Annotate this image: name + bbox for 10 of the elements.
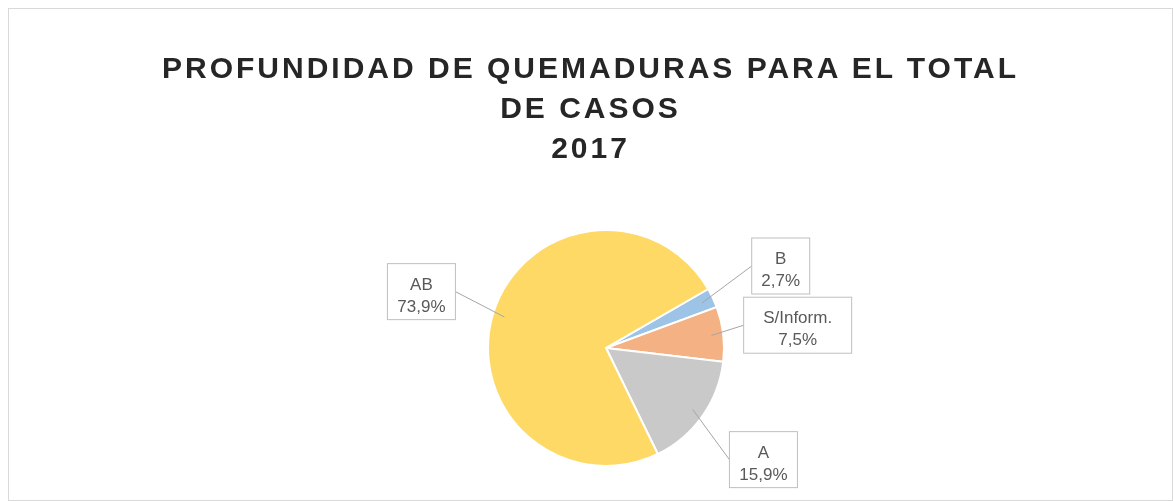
slice-label: B: [775, 249, 787, 269]
slice-label: AB: [410, 274, 433, 294]
data-label: 7,5%: [778, 330, 818, 350]
data-label: 2,7%: [761, 271, 801, 291]
data-label: 15,9%: [739, 464, 788, 484]
chart-subtitle: 2017: [551, 131, 630, 164]
chart-title: PROFUNDIDAD DE QUEMADURAS PARA EL TOTAL DE CASOS: [161, 51, 1020, 124]
data-label: 73,9%: [397, 296, 446, 316]
slice-label: S/Inform.: [763, 308, 833, 328]
slice-label: A: [757, 442, 770, 462]
